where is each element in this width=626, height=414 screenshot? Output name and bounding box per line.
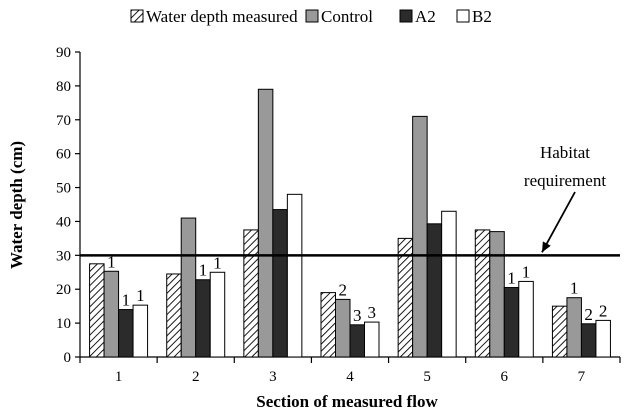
bar-b2-section-4 (364, 321, 380, 358)
bar-b2-section-2 (209, 271, 226, 358)
legend-label-a2: A2 (415, 7, 436, 26)
x-tick-label: 2 (192, 369, 200, 385)
bar-data-label: 2 (599, 301, 608, 320)
bar-data-label: 1 (136, 286, 145, 305)
habitat-annotation-line1: Habitat (540, 143, 590, 162)
legend-label-b2: B2 (472, 7, 492, 26)
legend-swatch-control (305, 9, 319, 23)
bar-a2-section-1 (118, 309, 134, 358)
bar-a2-section-3 (272, 209, 288, 358)
x-tick-label: 6 (501, 369, 509, 385)
y-tick-label: 40 (56, 214, 71, 230)
legend-swatch-a2 (399, 9, 413, 23)
reference-line-group: Habitat requirement (80, 143, 620, 257)
bar-data-label: 2 (584, 305, 593, 324)
bar-b2-section-3 (286, 193, 303, 358)
bar-labels: 11 11 123 31 112 2 (107, 252, 607, 325)
legend-label-control: Control (321, 7, 373, 26)
bar-b2-section-7 (595, 319, 611, 358)
bar-b2-section-5 (441, 210, 457, 358)
bar-data-label: 1 (213, 253, 222, 272)
bars (89, 88, 611, 358)
bar-data-label: 1 (122, 291, 131, 310)
y-tick-label: 0 (64, 350, 72, 366)
bar-data-label: 1 (522, 262, 531, 281)
bar-a2-section-2 (195, 279, 211, 358)
x-tick-label: 7 (578, 369, 586, 385)
legend-label-water-depth-measured: Water depth measured (146, 7, 298, 26)
bar-data-label: 1 (507, 269, 516, 288)
bar-water-depth-measured-section-1 (89, 263, 105, 358)
bar-a2-section-5 (426, 223, 443, 358)
bar-data-label: 2 (339, 280, 348, 299)
legend-swatch-water-depth-measured (130, 9, 144, 23)
legend: Water depth measured Control A2 B2 (130, 7, 492, 26)
y-axis: 0 10 20 30 40 50 60 70 80 90 (56, 45, 81, 366)
bar-b2-section-1 (132, 304, 149, 358)
x-tick-label: 4 (346, 369, 354, 385)
bar-data-label: 1 (107, 252, 116, 271)
annotation-arrow (541, 191, 576, 253)
bar-a2-section-6 (503, 287, 520, 358)
habitat-annotation-line2: requirement (524, 171, 606, 190)
bar-data-label: 3 (368, 303, 377, 322)
y-tick-label: 90 (56, 45, 71, 61)
legend-swatch-b2 (456, 9, 470, 23)
bar-water-depth-measured-section-2 (166, 273, 182, 358)
x-tick-label: 3 (269, 369, 277, 385)
y-tick-label: 20 (56, 282, 71, 298)
x-tick-label: 5 (423, 369, 431, 385)
bar-control-section-5 (412, 115, 428, 358)
bar-data-label: 3 (353, 306, 362, 325)
bar-control-section-3 (257, 88, 274, 358)
y-tick-label: 50 (56, 181, 71, 197)
bar-water-depth-measured-section-7 (551, 305, 568, 358)
bar-control-section-7 (566, 297, 582, 358)
bar-a2-section-7 (580, 323, 597, 358)
bar-control-section-6 (489, 231, 505, 358)
x-axis: 1 2 3 4 5 6 7 (79, 356, 621, 385)
bar-data-label: 1 (199, 261, 208, 280)
bar-control-section-2 (180, 217, 197, 358)
x-tick-label: 1 (115, 369, 123, 385)
y-axis-title: Water depth (cm) (7, 141, 26, 269)
bar-water-depth-measured-section-6 (474, 229, 491, 358)
bar-control-section-4 (335, 298, 351, 358)
bar-data-label: 1 (570, 279, 579, 298)
bar-water-depth-measured-section-3 (243, 229, 259, 358)
bar-b2-section-6 (518, 280, 534, 358)
y-tick-label: 60 (56, 147, 71, 163)
x-axis-title: Section of measured flow (256, 392, 438, 411)
y-tick-label: 80 (56, 79, 71, 95)
y-tick-label: 70 (56, 113, 71, 129)
bar-control-section-1 (103, 270, 120, 358)
annotation-arrowhead (542, 241, 551, 253)
bar-a2-section-4 (349, 324, 365, 358)
bar-water-depth-measured-section-4 (320, 292, 336, 358)
y-tick-label: 10 (56, 316, 71, 332)
y-tick-label: 30 (56, 248, 71, 264)
